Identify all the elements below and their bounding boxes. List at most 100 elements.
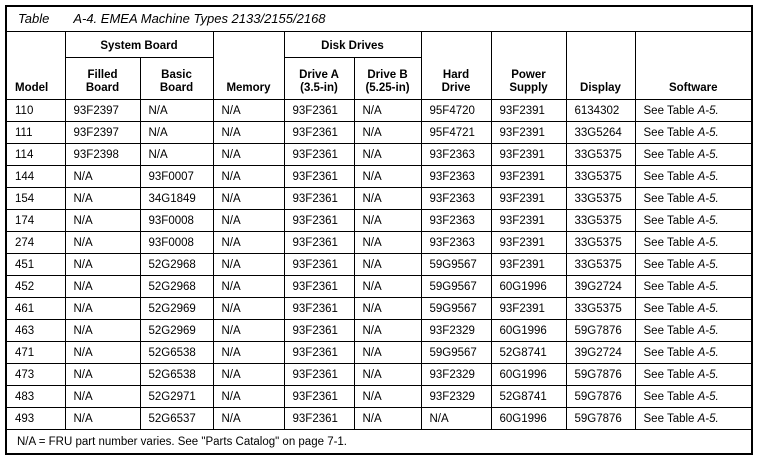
- table-cell: N/A: [64, 275, 141, 298]
- table-cell: N/A: [353, 209, 422, 232]
- table-cell: N/A: [212, 165, 285, 188]
- table-cell: See Table A-5.: [634, 99, 751, 122]
- table-cell: 93F2391: [490, 253, 567, 276]
- table-cell: See Table A-5.: [634, 275, 751, 298]
- table-cell: N/A: [64, 187, 141, 210]
- table-cell: 59G7876: [565, 407, 636, 430]
- column-header-drive-b: Drive B (5.25-in): [353, 57, 421, 100]
- table-cell: 6134302: [565, 99, 636, 122]
- table-cell: N/A: [353, 253, 422, 276]
- table-cell: 59G7876: [565, 385, 636, 408]
- table-cell: 52G6538: [139, 363, 214, 386]
- model-cell: 274: [7, 231, 66, 254]
- table-cell: 60G1996: [490, 275, 567, 298]
- table-cell: 93F2391: [490, 231, 567, 254]
- table-cell: 93F2361: [283, 99, 355, 122]
- table-cell: 93F2361: [283, 363, 355, 386]
- table-cell: 33G5375: [565, 143, 636, 166]
- table-cell: See Table A-5.: [634, 253, 751, 276]
- table-cell: 93F2361: [283, 341, 355, 364]
- table-cell: 93F2363: [420, 165, 492, 188]
- table-cell: N/A: [353, 187, 422, 210]
- column-header-drive-a: Drive A (3.5-in): [283, 57, 355, 100]
- model-cell: 144: [7, 165, 66, 188]
- table-row: 451 N/A 52G2968 N/A 93F2361 N/A 59G9567 93F2391…: [7, 253, 751, 276]
- table-cell: See Table A-5.: [634, 385, 751, 408]
- table-cell: See Table A-5.: [634, 407, 751, 430]
- table-cell: N/A: [212, 407, 285, 430]
- table-cell: N/A: [353, 99, 422, 122]
- table-cell: 93F0008: [139, 209, 214, 232]
- table-row: 154 N/A 34G1849 N/A 93F2361 N/A 93F2363 93F2391…: [7, 187, 751, 210]
- table-row: 144 N/A 93F0007 N/A 93F2361 N/A 93F2363 93F2391…: [7, 165, 751, 188]
- table-cell: 93F2361: [283, 319, 355, 342]
- column-header-memory: Memory: [212, 32, 285, 100]
- table-cell: 93F2391: [490, 209, 567, 232]
- table-cell: 93F2391: [490, 165, 567, 188]
- model-cell: 114: [7, 143, 66, 166]
- table-cell: N/A: [212, 99, 285, 122]
- table-cell: 93F2391: [490, 143, 567, 166]
- table-cell: 33G5375: [565, 297, 636, 320]
- model-cell: 461: [7, 297, 66, 320]
- table-cell: N/A: [353, 363, 422, 386]
- table-cell: 52G2968: [139, 275, 214, 298]
- table-cell: 93F2391: [490, 187, 567, 210]
- table-cell: N/A: [353, 231, 422, 254]
- table-row: 473 N/A 52G6538 N/A 93F2361 N/A 93F2329 60G1996…: [7, 363, 751, 386]
- table-cell: N/A: [212, 253, 285, 276]
- table-cell: See Table A-5.: [634, 297, 751, 320]
- table-cell: 60G1996: [490, 407, 567, 430]
- model-cell: 473: [7, 363, 66, 386]
- table-cell: 95F4721: [420, 121, 492, 144]
- table-cell: 93F2361: [283, 407, 355, 430]
- model-cell: 463: [7, 319, 66, 342]
- table-cell: 33G5375: [565, 253, 636, 276]
- table-cell: 33G5375: [565, 231, 636, 254]
- table-cell: N/A: [64, 209, 141, 232]
- table-cell: See Table A-5.: [634, 165, 751, 188]
- table-cell: N/A: [212, 143, 285, 166]
- table-cell: 93F2361: [283, 209, 355, 232]
- table-cell: See Table A-5.: [634, 187, 751, 210]
- table-cell: N/A: [353, 341, 422, 364]
- table-cell: N/A: [420, 407, 492, 430]
- table-cell: 93F2363: [420, 209, 492, 232]
- table-row: 461 N/A 52G2969 N/A 93F2361 N/A 59G9567 93F2391…: [7, 297, 751, 320]
- table-cell: See Table A-5.: [634, 143, 751, 166]
- table-cell: 52G8741: [490, 341, 567, 364]
- table-cell: N/A: [64, 253, 141, 276]
- table-cell: 52G6538: [139, 341, 214, 364]
- table-title-prefix: Table: [18, 11, 50, 26]
- model-cell: 471: [7, 341, 66, 364]
- table-cell: 93F2398: [64, 143, 141, 166]
- machine-types-table: Model System Board Memory Disk Drives Ha…: [7, 32, 751, 453]
- table-cell: N/A: [212, 363, 285, 386]
- table-cell: N/A: [139, 99, 214, 122]
- table-cell: 93F2329: [420, 319, 492, 342]
- table-cell: 59G9567: [420, 297, 492, 320]
- table-cell: N/A: [353, 385, 422, 408]
- table-cell: 93F2397: [64, 121, 141, 144]
- table-cell: 59G7876: [565, 363, 636, 386]
- table-cell: N/A: [353, 275, 422, 298]
- table-cell: N/A: [64, 363, 141, 386]
- table-cell: 93F0007: [139, 165, 214, 188]
- table-cell: See Table A-5.: [634, 341, 751, 364]
- table-cell: 52G8741: [490, 385, 567, 408]
- table-cell: 93F2329: [420, 363, 492, 386]
- column-header-filled-board: Filled Board: [65, 57, 141, 100]
- table-cell: 93F2363: [420, 231, 492, 254]
- model-cell: 452: [7, 275, 66, 298]
- table-cell: 33G5375: [565, 165, 636, 188]
- table-cell: N/A: [212, 231, 285, 254]
- table-cell: 93F2361: [283, 143, 355, 166]
- table-cell: N/A: [64, 231, 141, 254]
- group-header-system-board: System Board: [64, 32, 214, 58]
- table-cell: N/A: [353, 297, 422, 320]
- table-title: Table A-4. EMEA Machine Types 2133/2155/2…: [7, 7, 751, 32]
- table-cell: 34G1849: [139, 187, 214, 210]
- table-cell: N/A: [64, 341, 141, 364]
- table-cell: 52G2969: [139, 297, 214, 320]
